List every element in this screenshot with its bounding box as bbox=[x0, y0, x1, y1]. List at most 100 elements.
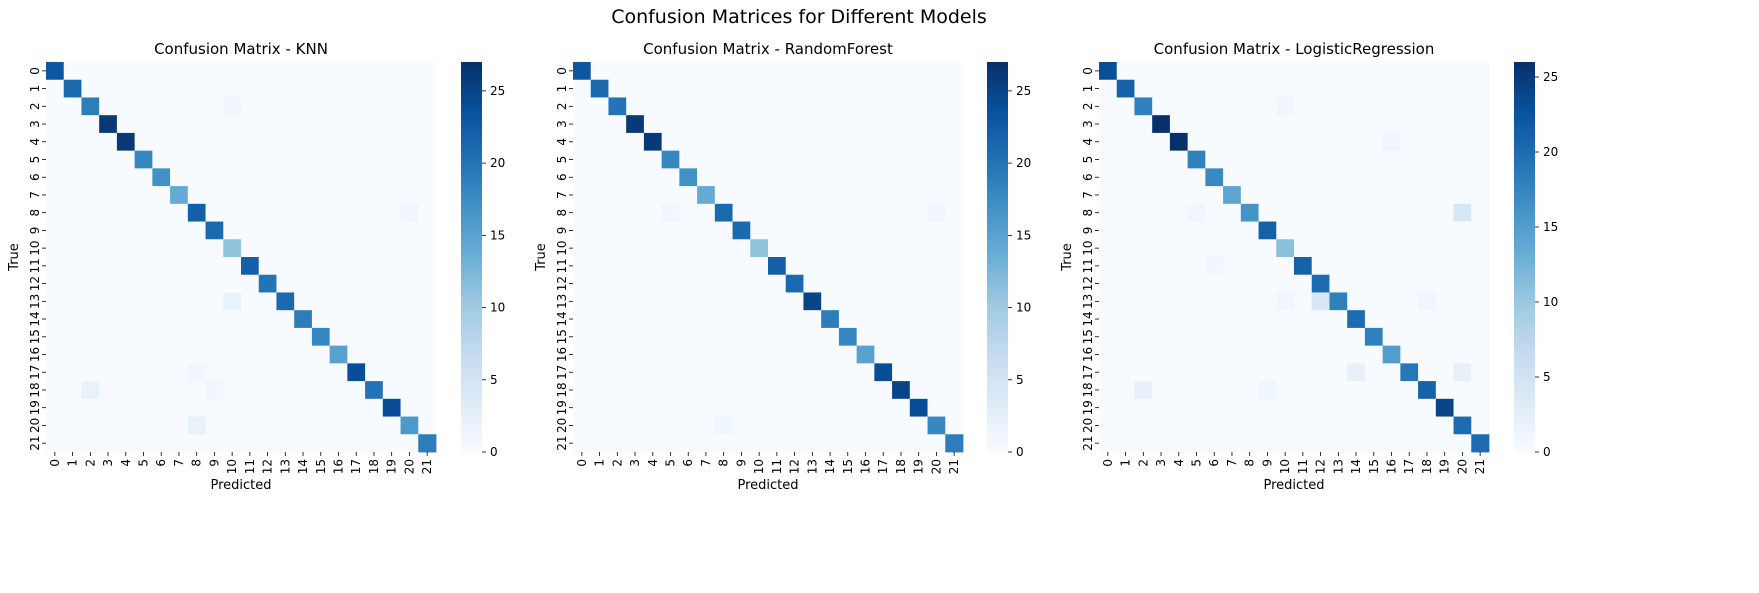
heatmap-cell bbox=[1329, 115, 1348, 134]
heatmap-cell bbox=[241, 203, 260, 222]
heatmap-cell bbox=[785, 310, 804, 329]
heatmap-cell bbox=[347, 150, 366, 169]
heatmap-cell bbox=[608, 381, 627, 400]
heatmap-cell bbox=[1329, 221, 1348, 240]
heatmap-cell bbox=[838, 221, 858, 240]
heatmap-cell bbox=[1116, 381, 1135, 400]
heatmap-cell bbox=[1276, 363, 1295, 382]
y-tick-label: 9 bbox=[555, 227, 569, 235]
heatmap-cell bbox=[382, 62, 401, 81]
heatmap-cell bbox=[170, 221, 189, 240]
heatmap-cell bbox=[1258, 221, 1277, 240]
heatmap-cell bbox=[46, 115, 65, 134]
heatmap-cell bbox=[1258, 434, 1277, 453]
heatmap-cell bbox=[1169, 132, 1189, 152]
heatmap-cell bbox=[590, 398, 609, 417]
heatmap-cell bbox=[1116, 186, 1135, 205]
heatmap-cell bbox=[81, 257, 100, 276]
heatmap-cell bbox=[382, 345, 401, 364]
colorbar-tick-label: 25 bbox=[1016, 84, 1031, 98]
heatmap-cell bbox=[418, 416, 437, 435]
heatmap-cell bbox=[803, 257, 822, 276]
heatmap-cell bbox=[329, 132, 348, 152]
heatmap-cell bbox=[573, 381, 592, 400]
heatmap-cell bbox=[785, 327, 804, 347]
heatmap-cell bbox=[152, 221, 171, 240]
heatmap-cell bbox=[679, 327, 698, 347]
heatmap-cell bbox=[1347, 221, 1366, 240]
heatmap-cell bbox=[945, 257, 964, 276]
heatmap-cell bbox=[382, 257, 401, 276]
heatmap-cell bbox=[1329, 150, 1348, 169]
heatmap-cell bbox=[945, 416, 964, 435]
heatmap-cell bbox=[241, 327, 260, 347]
heatmap-cell bbox=[1116, 168, 1135, 187]
heatmap-cell bbox=[329, 115, 348, 134]
heatmap-cell bbox=[365, 221, 384, 240]
heatmap-cell bbox=[1240, 97, 1259, 116]
heatmap-cell bbox=[750, 416, 769, 435]
x-tick-label: 0 bbox=[575, 459, 589, 467]
heatmap-cell bbox=[1471, 203, 1490, 222]
heatmap-cell bbox=[927, 363, 946, 382]
heatmap-cell bbox=[1276, 274, 1295, 293]
heatmap-cell bbox=[945, 345, 964, 364]
heatmap-cell bbox=[223, 203, 242, 222]
heatmap-cell bbox=[63, 398, 82, 417]
heatmap-cell bbox=[1294, 203, 1313, 222]
heatmap-cell bbox=[573, 79, 592, 98]
heatmap-cell bbox=[821, 132, 840, 152]
heatmap-cell bbox=[187, 327, 206, 347]
colorbar-tick-label: 20 bbox=[1016, 156, 1031, 170]
heatmap-cell bbox=[116, 203, 136, 222]
heatmap-cell bbox=[46, 274, 65, 293]
heatmap-cell bbox=[768, 434, 787, 453]
heatmap-cell bbox=[1435, 97, 1454, 116]
heatmap-cell bbox=[152, 186, 171, 205]
heatmap-cell bbox=[661, 274, 680, 293]
heatmap-cell bbox=[1418, 203, 1437, 222]
colorbar-tick-label: 0 bbox=[1016, 445, 1024, 459]
heatmap-cell bbox=[1311, 327, 1330, 347]
heatmap-cell bbox=[418, 292, 437, 311]
heatmap-cell bbox=[294, 168, 313, 187]
heatmap-cell bbox=[205, 292, 224, 311]
heatmap-cell bbox=[205, 97, 224, 116]
x-tick-label: 8 bbox=[717, 459, 731, 467]
heatmap-cell bbox=[838, 132, 858, 152]
heatmap-cell bbox=[1223, 381, 1242, 400]
heatmap-cell bbox=[1294, 115, 1313, 134]
heatmap-cell bbox=[1400, 363, 1419, 382]
heatmap-cell bbox=[697, 150, 716, 169]
heatmap-cell bbox=[1311, 239, 1330, 258]
heatmap-cell bbox=[1258, 398, 1277, 417]
heatmap-cell bbox=[714, 274, 733, 293]
heatmap-cell bbox=[643, 62, 663, 81]
heatmap-cell bbox=[46, 327, 65, 347]
heatmap-cell bbox=[365, 274, 384, 293]
heatmap-cell bbox=[821, 381, 840, 400]
heatmap-cell bbox=[1347, 97, 1366, 116]
heatmap-cell bbox=[626, 292, 645, 311]
x-tick-label: 20 bbox=[1455, 459, 1469, 474]
heatmap-cell bbox=[1382, 79, 1401, 98]
heatmap-cell bbox=[276, 257, 295, 276]
heatmap-cell bbox=[1276, 79, 1295, 98]
heatmap-cell bbox=[608, 327, 627, 347]
heatmap-cell bbox=[679, 239, 698, 258]
heatmap-cell bbox=[170, 381, 189, 400]
heatmap-cell bbox=[1471, 274, 1490, 293]
x-tick-label: 19 bbox=[385, 459, 399, 474]
heatmap-cell bbox=[1311, 168, 1330, 187]
heatmap-cell bbox=[697, 168, 716, 187]
heatmap-cell bbox=[1223, 62, 1242, 81]
x-tick-label: 1 bbox=[66, 459, 80, 467]
heatmap-cell bbox=[909, 292, 928, 311]
heatmap-cell bbox=[1240, 168, 1259, 187]
heatmap-cell bbox=[892, 62, 911, 81]
heatmap-cell bbox=[187, 363, 206, 382]
heatmap-cell bbox=[81, 292, 100, 311]
heatmap-cell bbox=[892, 345, 911, 364]
heatmap-cell bbox=[1471, 381, 1490, 400]
heatmap-cell bbox=[1116, 203, 1135, 222]
